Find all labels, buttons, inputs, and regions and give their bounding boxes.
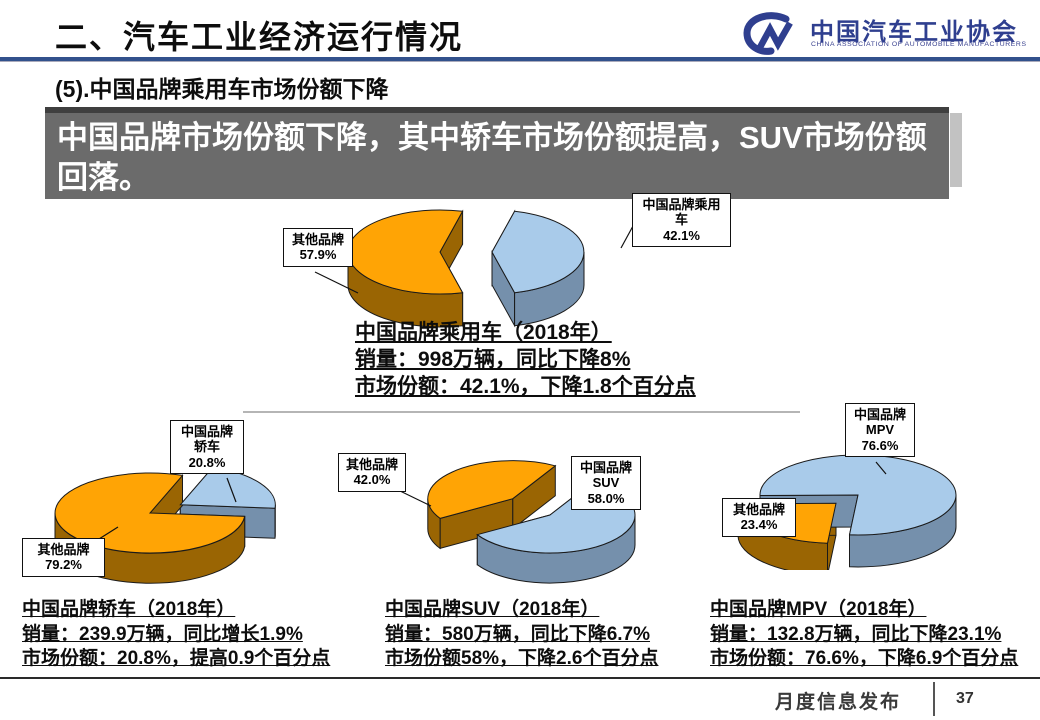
chart-notes-sedan: 中国品牌轿车（2018年） 销量：239.9万辆，同比增长1.9% 市场份额：2… [22, 598, 330, 672]
pie-chart-sedan: 中国品牌 轿车 20.8% 其他品牌 79.2% [15, 415, 345, 595]
section-divider [243, 411, 800, 413]
pie-suv-svg [397, 460, 636, 584]
chart-notes-mpv: 中国品牌MPV（2018年） 销量：132.8万辆，同比下降23.1% 市场份额… [710, 598, 1018, 672]
note-line: 销量：580万辆，同比下降6.7% [385, 623, 651, 645]
chart-title: 中国品牌MPV（2018年） [710, 599, 927, 620]
footer-label: 月度信息发布 [775, 692, 902, 713]
banner-shadow [950, 113, 962, 187]
logo-name-cn: 中国汽车工业协会 [810, 19, 1018, 46]
pie-callout-others: 其他品牌 42.0% [338, 453, 406, 492]
note-line: 销量：998万辆，同比下降8% [355, 347, 631, 371]
pie-chart-passenger-cars: 其他品牌 57.9% 中国品牌乘用车 42.1% [270, 190, 740, 330]
page-number: 37 [956, 690, 974, 707]
note-line: 市场份额：42.1%，下降1.8个百分点 [355, 374, 696, 398]
chart-title: 中国品牌轿车（2018年） [22, 599, 236, 620]
logo-mark-icon [743, 12, 793, 55]
highlight-banner: 中国品牌市场份额下降，其中轿车市场份额提高，SUV市场份额回落。 [45, 107, 949, 199]
pie-callout-china-brand: 中国品牌 轿车 20.8% [170, 420, 244, 474]
note-line: 市场份额：76.6%，下降6.9个百分点 [710, 648, 1019, 670]
note-line: 销量：239.9万辆，同比增长1.9% [22, 623, 303, 645]
note-line: 销量：132.8万辆，同比下降23.1% [710, 623, 1002, 645]
chart-notes-suv: 中国品牌SUV（2018年） 销量：580万辆，同比下降6.7% 市场份额58%… [385, 598, 658, 672]
pie-callout-others: 其他品牌 57.9% [283, 228, 353, 267]
pie-callout-china-brand: 中国品牌乘用车 42.1% [632, 193, 731, 247]
note-line: 市场份额58%，下降2.6个百分点 [385, 648, 659, 670]
title-rule [0, 57, 1040, 62]
footer-divider [933, 682, 935, 716]
pie-passenger-cars-svg [314, 209, 634, 328]
pie-sedan-svg [54, 465, 276, 584]
chart-title: 中国品牌SUV（2018年） [385, 599, 600, 620]
pie-chart-mpv: 中国品牌 MPV 76.6% 其他品牌 23.4% [700, 400, 1040, 570]
footer-rule [0, 677, 1040, 679]
pie-callout-others: 其他品牌 79.2% [22, 538, 105, 577]
pie-callout-china-brand: 中国品牌 SUV 58.0% [571, 456, 641, 510]
chart-title: 中国品牌乘用车（2018年） [355, 321, 612, 344]
chart-notes-passenger-cars: 中国品牌乘用车（2018年） 销量：998万辆，同比下降8% 市场份额：42.1… [355, 320, 696, 401]
pie-callout-others: 其他品牌 23.4% [722, 498, 796, 537]
pie-chart-suv: 其他品牌 42.0% 中国品牌 SUV 58.0% [335, 430, 670, 595]
note-line: 市场份额：20.8%，提高0.9个百分点 [22, 648, 331, 670]
page-title: 二、汽车工业经济运行情况 [55, 19, 464, 55]
logo: 中国汽车工业协会 CHINA ASSOCIATION OF AUTOMOBILE… [740, 8, 1035, 58]
banner-text: 中国品牌市场份额下降，其中轿车市场份额提高，SUV市场份额回落。 [57, 120, 927, 195]
pie-callout-china-brand: 中国品牌 MPV 76.6% [845, 403, 915, 457]
logo-name-en: CHINA ASSOCIATION OF AUTOMOBILE MANUFACT… [811, 41, 1027, 48]
section-subtitle: (5).中国品牌乘用车市场份额下降 [55, 76, 389, 102]
